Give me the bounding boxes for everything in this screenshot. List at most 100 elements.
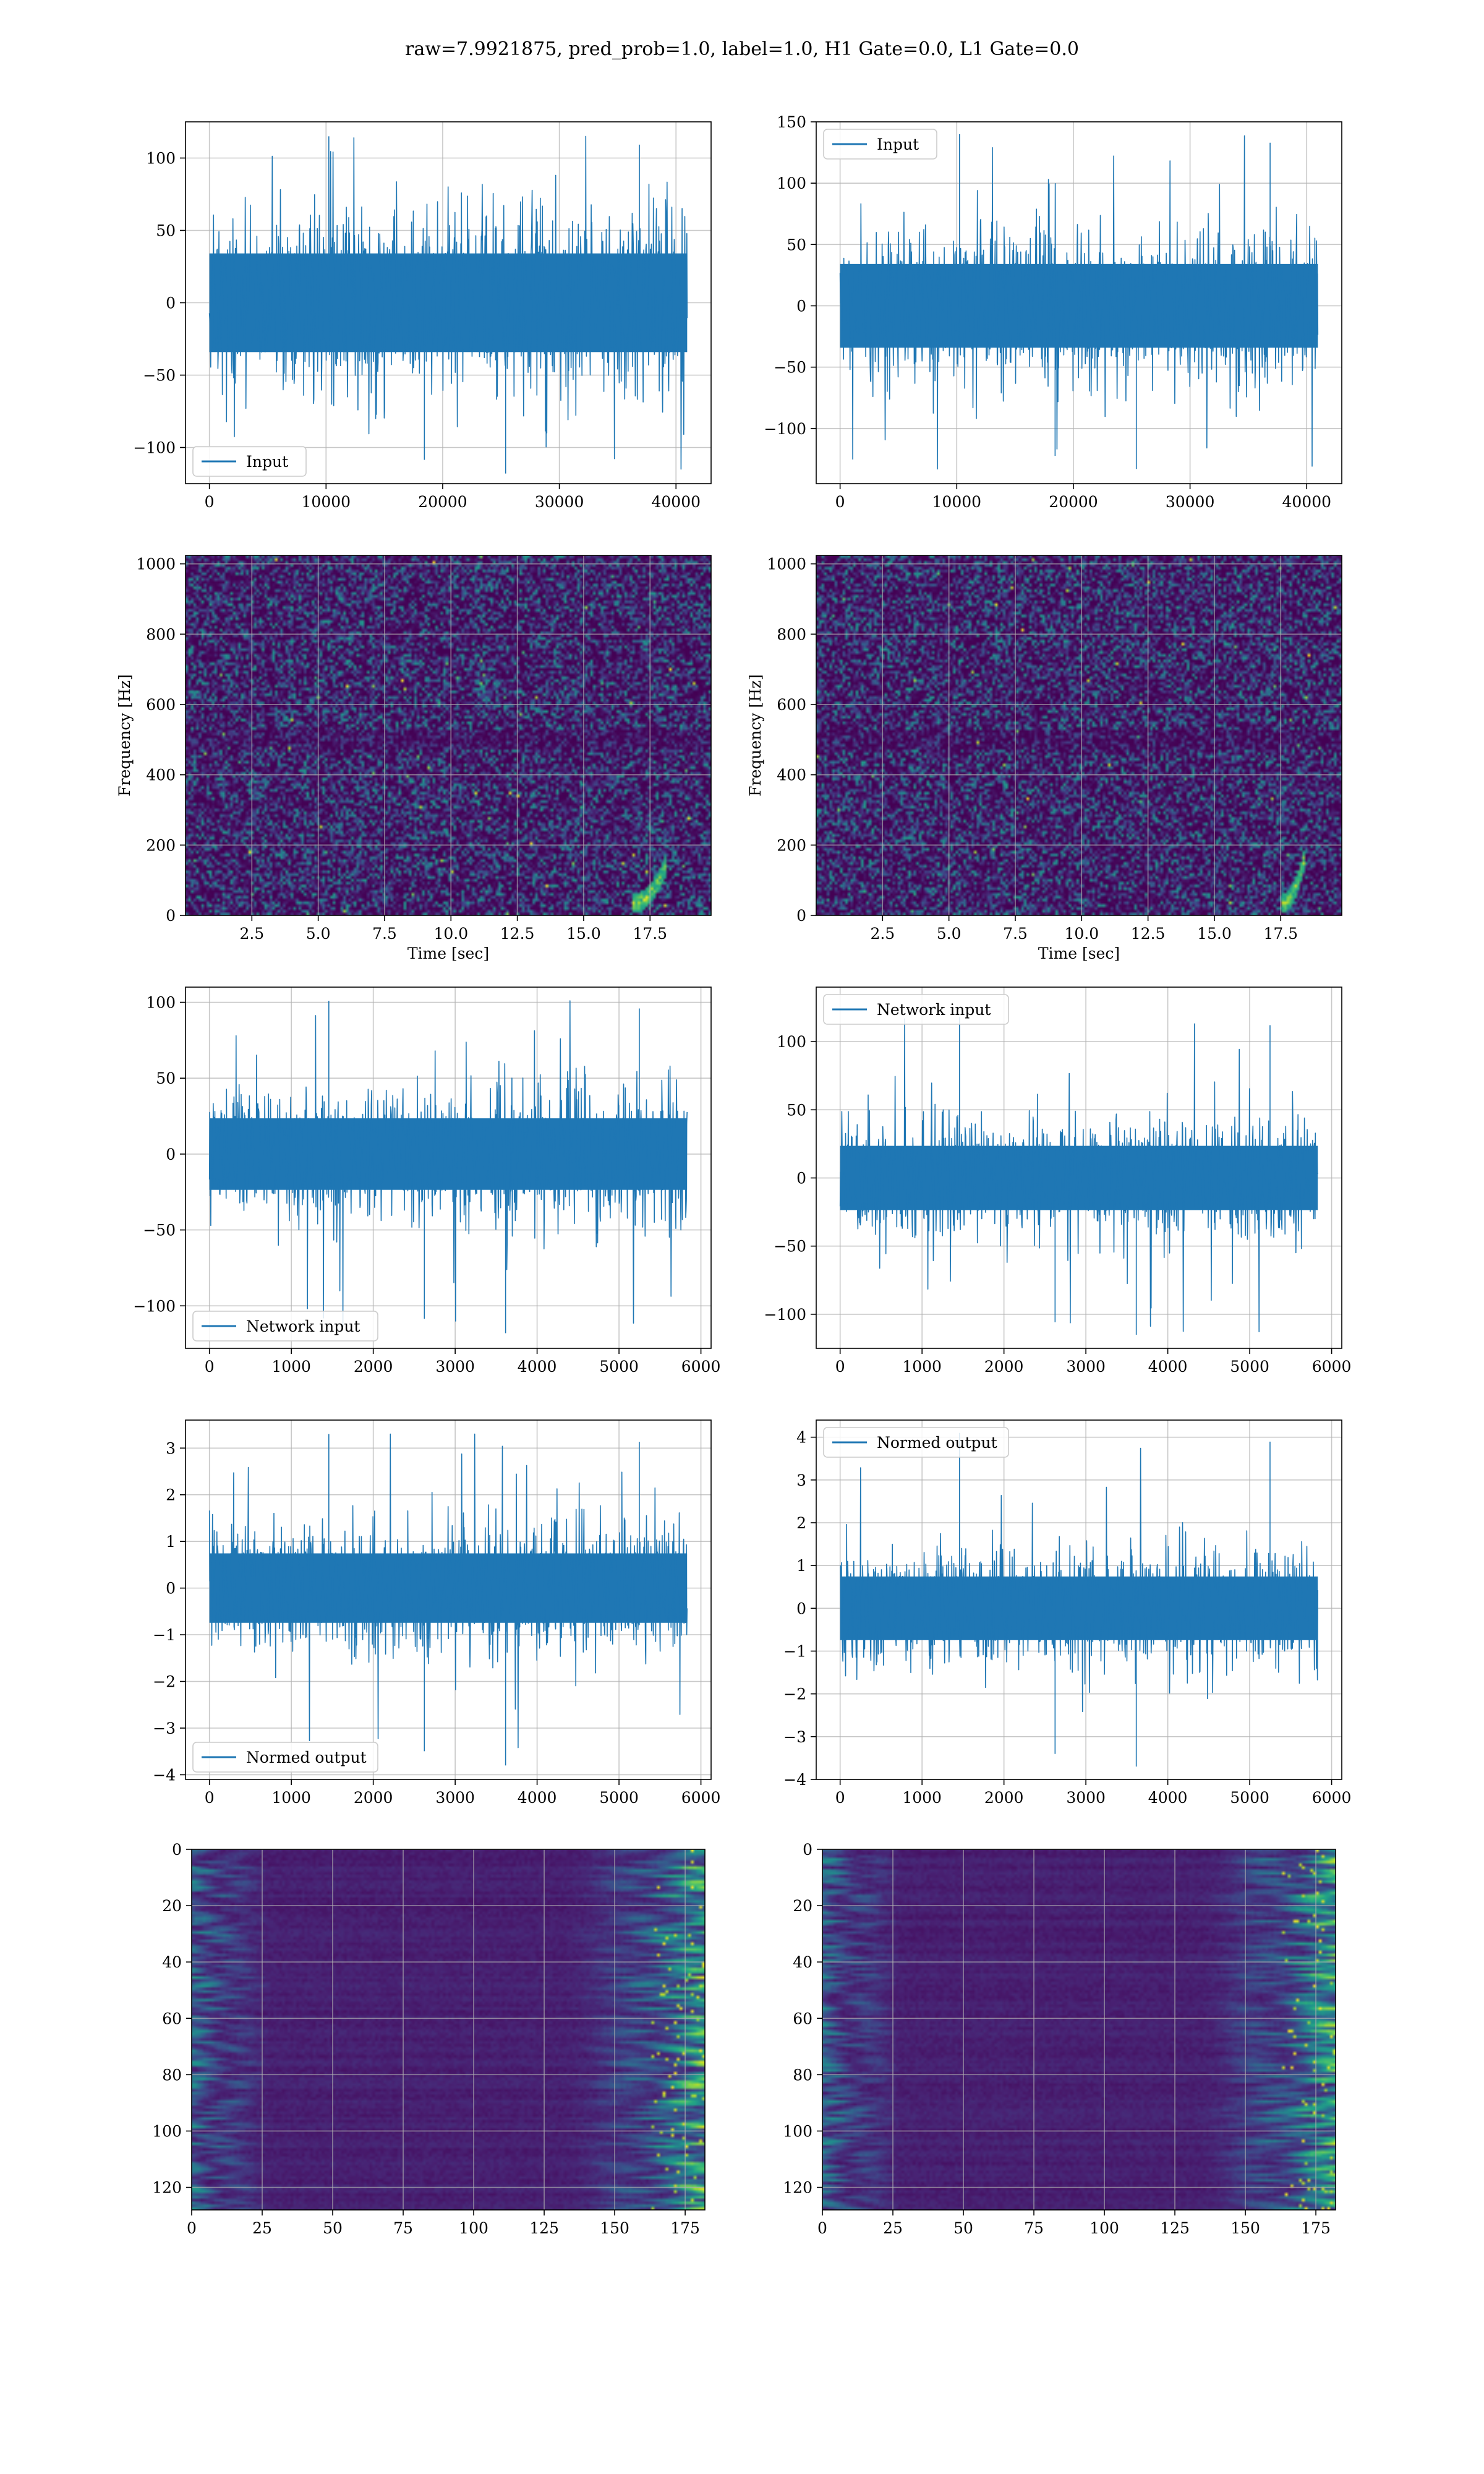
x-tick-label: 75	[393, 2219, 413, 2237]
series-line	[840, 1447, 1318, 1712]
x-tick-label: 125	[1160, 2219, 1190, 2237]
y-tick-label: 1000	[767, 555, 806, 573]
x-tick-label: 4000	[1148, 1358, 1188, 1376]
y-tick-label: 1	[796, 1557, 806, 1575]
x-tick-label: 7.5	[372, 925, 397, 943]
feature-map-l1-frame	[822, 1849, 1336, 2211]
y-tick-label: 120	[152, 2179, 182, 2197]
y-tick-label: 2	[796, 1514, 806, 1532]
legend: Network input	[823, 994, 1009, 1025]
x-tick-label: 5000	[599, 1789, 639, 1807]
network-input-l1-chart: 0 1000 2000 3000 4000 5000 6000 −100 −50 0 50 100 Ne…	[764, 987, 1351, 1376]
y-tick-label: 2	[166, 1486, 176, 1504]
y-tick-label: 0	[166, 294, 176, 312]
x-axis-label: Time [sec]	[407, 944, 489, 962]
y-tick-label: 0	[796, 297, 806, 315]
feature-map-h1-heatmap-image	[192, 1849, 705, 2210]
x-tick-label: 40000	[651, 493, 701, 511]
legend: Input	[823, 129, 937, 160]
x-tick-label: 12.5	[500, 925, 535, 943]
x-tick-label: 30000	[1166, 493, 1215, 511]
x-tick-label: 175	[1301, 2219, 1331, 2237]
x-tick-label: 40000	[1282, 493, 1331, 511]
x-tick-label: 10000	[932, 493, 982, 511]
x-tick-label: 50	[953, 2219, 973, 2237]
y-tick-label: 100	[777, 1033, 806, 1051]
y-tick-label: 200	[777, 836, 806, 854]
y-tick-label: −50	[774, 1238, 806, 1256]
y-tick-label: 200	[146, 836, 176, 854]
x-tick-label: 100	[459, 2219, 488, 2237]
x-tick-label: 2.5	[239, 925, 264, 943]
x-tick-label: 0	[817, 2219, 827, 2237]
y-tick-label: −100	[133, 439, 176, 457]
x-tick-label: 75	[1024, 2219, 1044, 2237]
x-tick-label: 15.0	[566, 925, 601, 943]
x-tick-label: 10000	[302, 493, 351, 511]
x-tick-label: 3000	[435, 1358, 475, 1376]
legend: Normed output	[192, 1742, 378, 1773]
series-line	[208, 1000, 688, 1328]
y-tick-label: 40	[162, 1953, 182, 1971]
x-tick-label: 0	[205, 493, 215, 511]
x-tick-label: 1000	[902, 1358, 942, 1376]
x-tick-label: 12.5	[1131, 925, 1166, 943]
spectrogram-l1-frame	[816, 555, 1342, 916]
x-tick-label: 7.5	[1003, 925, 1028, 943]
y-tick-label: 0	[796, 1170, 806, 1188]
y-tick-label: −2	[153, 1673, 176, 1691]
x-tick-label: 10.0	[433, 925, 468, 943]
x-tick-label: 25	[883, 2219, 903, 2237]
legend-box	[823, 994, 1009, 1025]
x-tick-label: 4000	[1148, 1789, 1188, 1807]
feature-map-l1-chart: 0 25 50 75 100 125 150 175 0 20 40 60 80 100 120	[783, 1841, 1336, 2237]
x-tick-label: 150	[600, 2219, 629, 2237]
y-tick-label: −3	[783, 1728, 806, 1746]
series-line	[208, 135, 688, 470]
input-h1-frame	[185, 121, 712, 484]
y-tick-label: 0	[803, 1841, 812, 1859]
legend-box	[192, 1742, 378, 1773]
y-tick-label: 80	[162, 2066, 182, 2084]
y-tick-label: 50	[787, 1101, 806, 1119]
y-tick-label: 400	[777, 766, 806, 784]
feature-map-h1-chart: 0 25 50 75 100 125 150 175 0 20 40 60 80 100 120	[152, 1841, 706, 2237]
figure-suptitle: raw=7.9921875, pred_prob=1.0, label=1.0,…	[405, 38, 1079, 60]
legend-label: Normed output	[246, 1748, 367, 1766]
y-axis-label: Frequency [Hz]	[746, 674, 764, 797]
y-tick-label: 0	[796, 1599, 806, 1617]
x-tick-label: 17.5	[633, 925, 667, 943]
legend-label: Network input	[246, 1317, 360, 1335]
legend-label: Network input	[877, 1001, 991, 1019]
y-tick-label: 0	[172, 1841, 182, 1859]
y-tick-label: 80	[793, 2066, 812, 2084]
network-input-h1-frame	[185, 987, 712, 1349]
y-tick-label: −4	[783, 1771, 806, 1789]
y-tick-label: 800	[146, 625, 176, 643]
x-tick-label: 125	[529, 2219, 559, 2237]
x-tick-label: 1000	[271, 1789, 311, 1807]
x-tick-label: 3000	[1066, 1358, 1106, 1376]
x-tick-label: 175	[670, 2219, 700, 2237]
spectrogram-h1-chart: 2.5 5.0 7.5 10.0 12.5 15.0 17.5 0 200 400 600 800 10…	[116, 555, 712, 962]
network-input-l1-ticks: 0 1000 2000 3000 4000 5000 6000 −100 −50 0 50 100	[764, 987, 1351, 1376]
y-tick-label: 40	[793, 1953, 812, 1971]
y-tick-label: −50	[143, 367, 176, 385]
legend: Normed output	[823, 1427, 1009, 1458]
normed-output-h1-frame	[185, 1419, 712, 1780]
y-tick-label: 0	[796, 907, 806, 925]
y-tick-label: −100	[764, 1306, 806, 1324]
legend: Network input	[192, 1311, 378, 1342]
x-tick-label: 100	[1090, 2219, 1119, 2237]
y-tick-label: −2	[783, 1685, 806, 1703]
x-tick-label: 0	[835, 1358, 845, 1376]
x-tick-label: 20000	[418, 493, 467, 511]
x-tick-label: 5000	[1230, 1789, 1269, 1807]
spectrogram-h1-ticks: 2.5 5.0 7.5 10.0 12.5 15.0 17.5 0 200 400 600 800 10…	[136, 555, 711, 943]
input-h1-chart: 0 10000 20000 30000 40000 −100 −50 0 50 100 Input	[133, 121, 712, 511]
x-tick-label: 30000	[535, 493, 584, 511]
feature-map-l1-heatmap-image	[822, 1849, 1336, 2210]
y-tick-label: 120	[783, 2179, 812, 2197]
x-tick-label: 15.0	[1197, 925, 1232, 943]
y-tick-label: 0	[166, 907, 176, 925]
